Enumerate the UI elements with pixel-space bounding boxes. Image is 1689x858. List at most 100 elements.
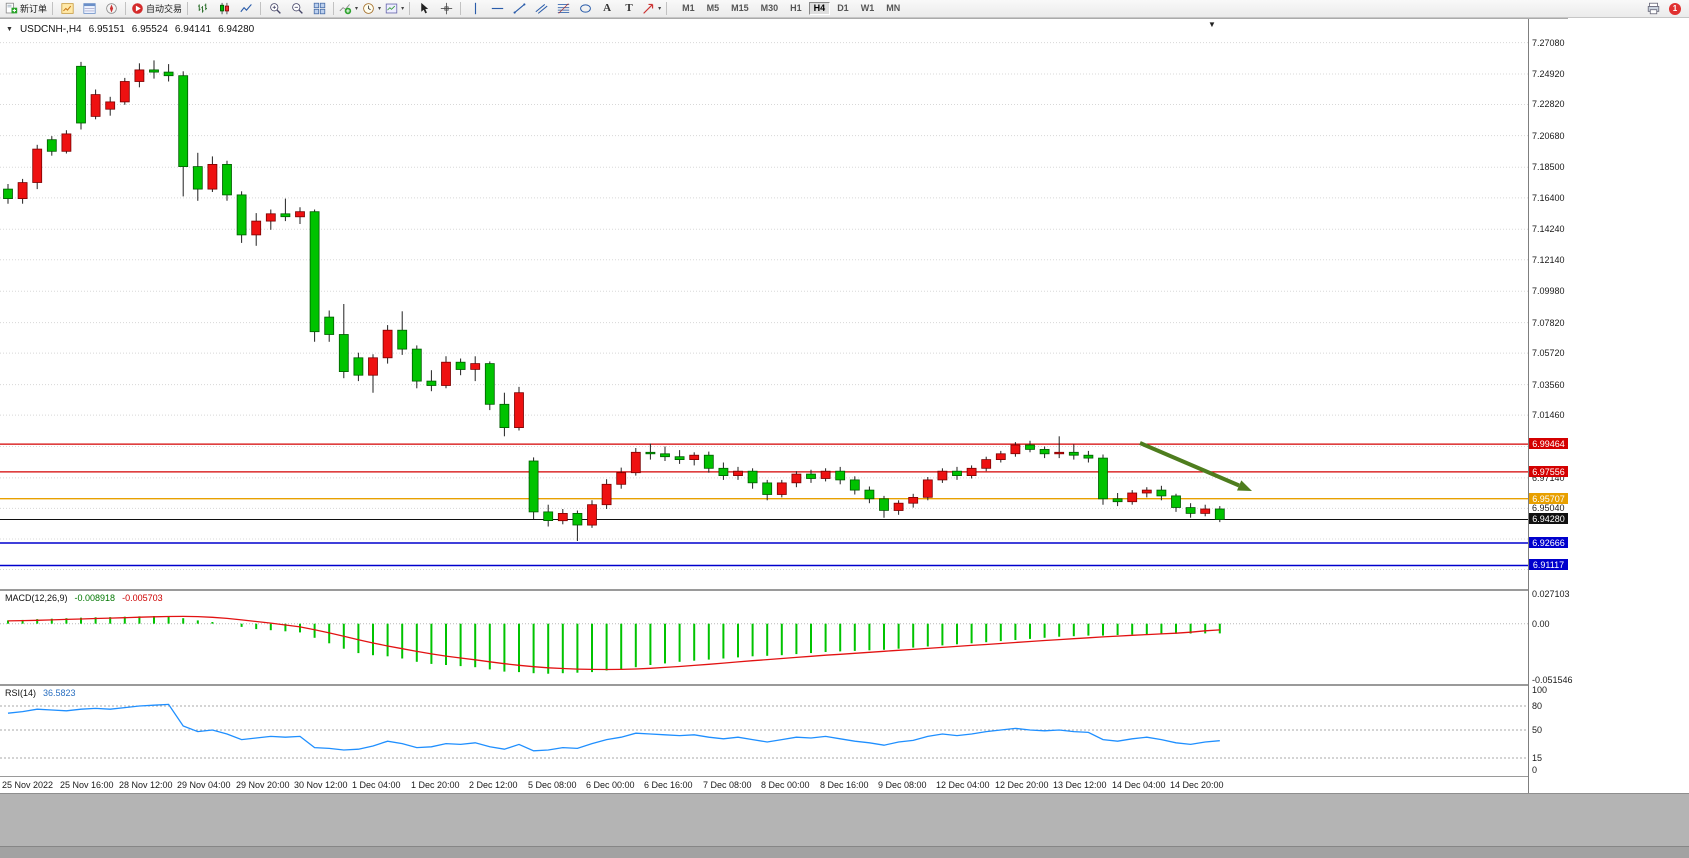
timeframe-button-m5[interactable]: M5 <box>706 2 720 13</box>
timeframe-button-w1[interactable]: W1 <box>860 2 875 13</box>
market-watch-icon <box>60 3 74 14</box>
vertical-line-button[interactable] <box>464 1 486 17</box>
horizontal-line-button[interactable] <box>486 1 508 17</box>
time-axis-label: 14 Dec 04:00 <box>1112 780 1166 790</box>
text-t-icon: T <box>625 2 633 14</box>
panel-separator <box>0 776 1568 777</box>
zoom-in-button[interactable] <box>264 1 286 17</box>
templates-button[interactable]: ▾ <box>383 1 406 17</box>
tile-windows-icon <box>313 2 325 15</box>
chart-close-value: 6.94280 <box>218 24 255 35</box>
template-icon <box>385 3 398 14</box>
time-axis-label: 12 Dec 20:00 <box>995 780 1049 790</box>
indicators-button[interactable]: ▾ <box>337 1 360 17</box>
chevron-down-icon: ▾ <box>378 6 382 12</box>
arrows-button[interactable]: ▾ <box>640 1 663 17</box>
price-axis-label: 7.05720 <box>1532 348 1565 358</box>
trendline-button[interactable] <box>508 1 530 17</box>
time-axis-label: 29 Nov 04:00 <box>177 780 231 790</box>
window-bottom-bar <box>0 793 1689 858</box>
time-axis-label: 13 Dec 12:00 <box>1053 780 1107 790</box>
price-level-badge: 6.97556 <box>1529 466 1568 478</box>
print-button[interactable] <box>1642 1 1664 17</box>
new-order-icon <box>5 2 18 14</box>
market-watch-button[interactable] <box>56 1 78 17</box>
data-window-icon <box>82 3 96 14</box>
price-level-badge: 6.91117 <box>1529 559 1568 571</box>
horizontal-line-icon <box>491 7 503 10</box>
macd-name: MACD(12,26,9) <box>5 593 68 603</box>
timeframe-button-m30[interactable]: M30 <box>760 2 779 13</box>
macd-panel-canvas[interactable] <box>0 591 1528 683</box>
chart-shift-marker-icon[interactable]: ▼ <box>1208 20 1216 29</box>
shapes-button[interactable] <box>574 1 596 17</box>
price-axis[interactable]: 7.27080 7.24920 7.22820 7.20680 7.18500 7.164… <box>1528 19 1573 794</box>
chart-collapse-icon[interactable]: ▼ <box>6 26 13 33</box>
crosshair-icon <box>440 2 452 15</box>
new-order-button[interactable]: 新订单 <box>3 1 49 17</box>
timeframe-button-h4[interactable]: H4 <box>808 1 831 16</box>
time-axis-label: 2 Dec 12:00 <box>469 780 518 790</box>
timeframe-button-h1[interactable]: H1 <box>790 2 802 13</box>
indicators-icon <box>339 4 352 15</box>
notification-badge[interactable]: 1 <box>1669 2 1681 15</box>
auto-trading-icon <box>132 3 143 14</box>
time-axis-label: 14 Dec 20:00 <box>1170 780 1224 790</box>
time-axis-label: 9 Dec 08:00 <box>878 780 927 790</box>
timeframe-button-m1[interactable]: M1 <box>682 2 695 13</box>
timeframe-button-mn[interactable]: MN <box>886 2 901 13</box>
ellipse-shape-icon <box>579 4 591 13</box>
toolbar-separator <box>187 2 189 15</box>
line-chart-button[interactable] <box>235 1 257 17</box>
timeframe-button-d1[interactable]: D1 <box>837 2 849 13</box>
chevron-down-icon: ▾ <box>401 6 405 12</box>
periods-button[interactable]: ▾ <box>360 1 383 17</box>
navigator-button[interactable] <box>100 1 122 17</box>
time-axis-label: 5 Dec 08:00 <box>528 780 577 790</box>
timeframe-button-m15[interactable]: M15 <box>731 2 749 13</box>
price-axis-label: 7.27080 <box>1532 38 1565 48</box>
zoom-out-button[interactable] <box>286 1 308 17</box>
rsi-panel-canvas[interactable] <box>0 686 1528 774</box>
macd-axis-label: 0.00 <box>1532 619 1550 629</box>
toolbar-separator <box>260 2 262 15</box>
text-label-button[interactable]: T <box>618 1 640 17</box>
main-chart-canvas[interactable] <box>0 19 1528 589</box>
panel-separator[interactable] <box>0 684 1568 686</box>
toolbar-separator <box>125 2 127 15</box>
text-button[interactable]: A <box>596 1 618 17</box>
navigator-icon <box>105 3 117 14</box>
time-axis-label: 12 Dec 04:00 <box>936 780 990 790</box>
text-a-icon: A <box>603 2 612 14</box>
time-axis-label: 8 Dec 16:00 <box>820 780 869 790</box>
crosshair-button[interactable] <box>435 1 457 17</box>
panel-separator[interactable] <box>0 589 1568 591</box>
macd-label: MACD(12,26,9) -0.008918 -0.005703 <box>5 593 163 603</box>
vertical-line-icon <box>474 2 476 15</box>
time-axis-label: 6 Dec 00:00 <box>586 780 635 790</box>
chart-window: ▼ USDCNH-,H4 6.95151 6.95524 6.94141 6.9… <box>0 18 1573 794</box>
auto-trading-button[interactable]: 自动交易 <box>129 1 184 17</box>
chevron-down-icon: ▾ <box>355 6 359 12</box>
candlestick-chart-button[interactable] <box>213 1 235 17</box>
fibonacci-button[interactable] <box>552 1 574 17</box>
price-level-badge: 6.94280 <box>1529 513 1568 525</box>
bar-chart-button[interactable] <box>191 1 213 17</box>
tile-windows-button[interactable] <box>308 1 330 17</box>
toolbar-separator <box>460 2 462 15</box>
time-axis-label: 6 Dec 16:00 <box>644 780 693 790</box>
price-level-badge: 6.92666 <box>1529 537 1568 549</box>
price-axis-label: 7.16400 <box>1532 193 1565 203</box>
price-axis-label: 6.95040 <box>1532 503 1565 513</box>
channel-button[interactable] <box>530 1 552 17</box>
rsi-axis-label: 50 <box>1532 725 1543 735</box>
auto-trading-label: 自动交易 <box>146 4 183 14</box>
chart-high-value: 6.95524 <box>131 24 168 35</box>
chart-low-value: 6.94141 <box>174 24 212 35</box>
time-axis-label: 1 Dec 20:00 <box>411 780 460 790</box>
time-axis[interactable]: 25 Nov 2022 25 Nov 16:00 28 Nov 12:00 29 No… <box>0 778 1528 794</box>
cursor-button[interactable] <box>413 1 435 17</box>
price-axis-label: 7.18500 <box>1532 162 1565 172</box>
data-window-button[interactable] <box>78 1 100 17</box>
macd-axis-label: -0.051546 <box>1532 675 1573 685</box>
